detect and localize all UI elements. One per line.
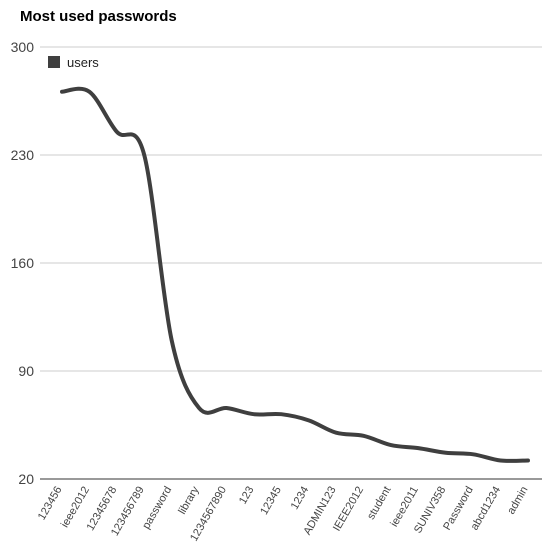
data-point bbox=[252, 412, 256, 416]
data-point bbox=[224, 406, 228, 410]
x-tick-label: 123 bbox=[237, 485, 257, 507]
y-tick-label: 90 bbox=[18, 363, 34, 379]
x-tick-label: 123456 bbox=[36, 485, 65, 523]
data-point bbox=[499, 458, 503, 462]
data-point bbox=[142, 153, 146, 157]
chart-title: Most used passwords bbox=[20, 8, 177, 25]
data-point bbox=[444, 451, 448, 455]
data-point bbox=[471, 452, 475, 456]
data-point bbox=[170, 338, 174, 342]
gridlines bbox=[40, 46, 542, 480]
legend: users bbox=[48, 55, 99, 70]
data-point bbox=[526, 458, 530, 462]
legend-swatch bbox=[48, 56, 60, 68]
x-tick-label: 1234 bbox=[289, 485, 312, 512]
data-point bbox=[416, 446, 420, 450]
data-point bbox=[197, 406, 201, 410]
data-point bbox=[362, 434, 366, 438]
data-point bbox=[87, 90, 91, 94]
x-tick-label: 12345 bbox=[258, 485, 284, 517]
data-point bbox=[279, 412, 283, 416]
legend-label: users bbox=[67, 55, 99, 70]
x-tick-label: student bbox=[365, 485, 393, 522]
data-point bbox=[389, 443, 393, 447]
y-tick-label: 20 bbox=[18, 471, 34, 487]
data-point bbox=[115, 130, 119, 134]
data-point bbox=[60, 90, 64, 94]
y-tick-label: 160 bbox=[11, 255, 35, 271]
data-point bbox=[334, 431, 338, 435]
series-line-users bbox=[60, 86, 530, 463]
x-tick-label: library bbox=[176, 484, 202, 516]
y-tick-label: 300 bbox=[11, 39, 35, 55]
data-point bbox=[307, 418, 311, 422]
series-layer bbox=[60, 86, 530, 463]
x-tick-label: admin bbox=[505, 485, 530, 517]
y-tick-label: 230 bbox=[11, 147, 35, 163]
y-axis: 20 90 160 230 300 bbox=[11, 39, 35, 487]
